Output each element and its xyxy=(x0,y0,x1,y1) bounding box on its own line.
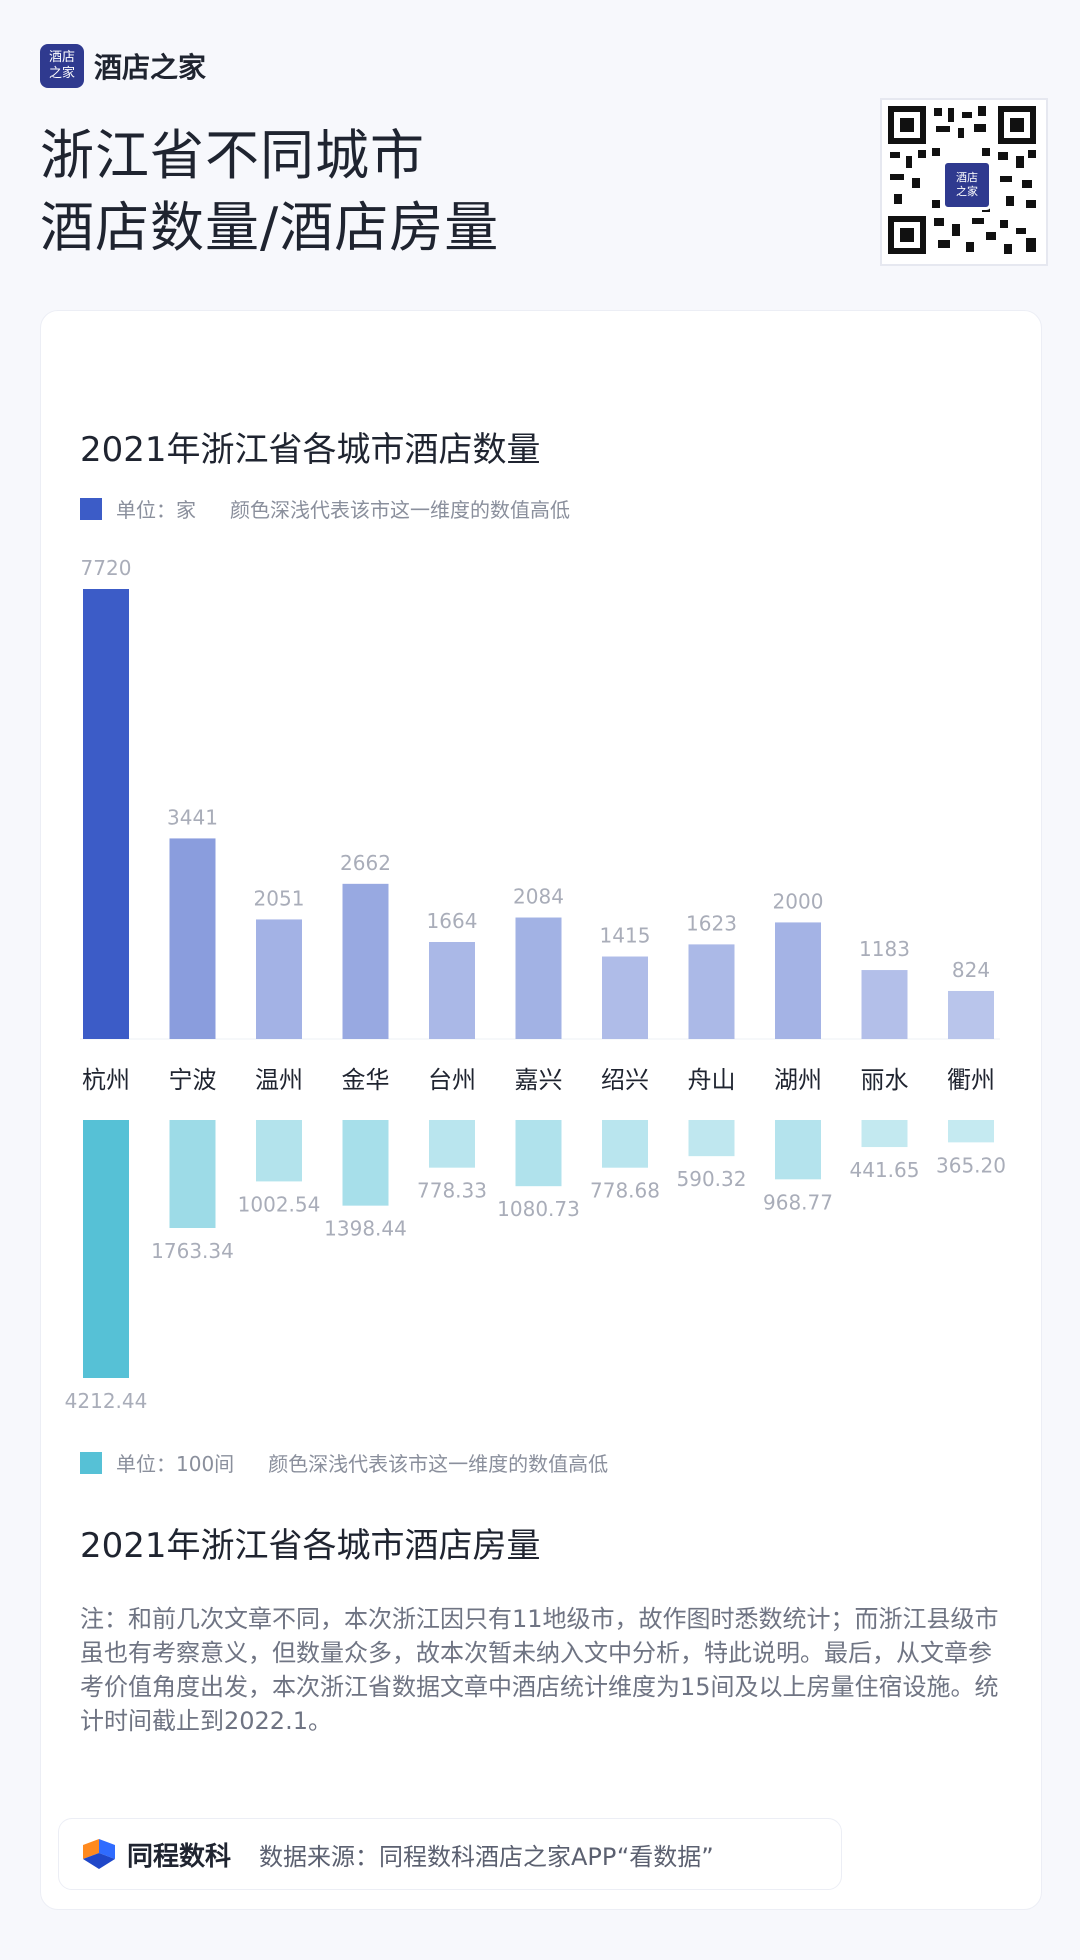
hotel-count-legend: 单位：家 颜色深浅代表该市这一维度的数值高低 xyxy=(80,494,570,523)
room-count-bar xyxy=(342,1120,389,1206)
room-count-bar xyxy=(515,1120,562,1187)
hotel-count-bar xyxy=(602,956,648,1039)
footer-brand: 同程数科 xyxy=(127,1841,232,1872)
city-label: 丽水 xyxy=(861,1066,909,1094)
room-count-value-label: 590.32 xyxy=(677,1167,747,1191)
room-count-bar xyxy=(602,1120,648,1168)
hotel-count-bar xyxy=(256,919,302,1039)
hotel-count-value-label: 3441 xyxy=(167,805,218,829)
city-label: 台州 xyxy=(428,1066,476,1094)
hotel-count-value-label: 1664 xyxy=(427,909,478,933)
hotel-count-value-label: 1623 xyxy=(686,911,737,935)
hotel-count-bar xyxy=(688,944,735,1039)
page-title-line1: 浙江省不同城市 xyxy=(40,124,425,187)
city-label: 衢州 xyxy=(947,1066,995,1094)
city-label: 绍兴 xyxy=(601,1066,649,1094)
hotel-count-bar xyxy=(169,838,216,1039)
city-label: 杭州 xyxy=(82,1066,130,1094)
data-source: 数据来源：同程数科酒店之家APP“看数据” xyxy=(259,1842,714,1871)
qr-badge-line2: 之家 xyxy=(956,185,978,198)
room-count-value-label: 968.77 xyxy=(763,1190,833,1214)
hotel-count-bar xyxy=(861,970,908,1039)
hotel-count-legend-swatch xyxy=(80,497,102,520)
room-count-value-label: 778.33 xyxy=(417,1179,487,1203)
brand-logo-text: 酒店之家 xyxy=(94,51,207,84)
room-count-chart-title: 2021年浙江省各城市酒店房量 xyxy=(80,1526,541,1566)
brand-logo-badge: 酒店 之家 xyxy=(40,44,84,88)
hotel-count-bar xyxy=(515,917,562,1039)
page-title: 浙江省不同城市 酒店数量/酒店房量 xyxy=(40,120,499,264)
room-count-legend: 单位：100间 颜色深浅代表该市这一维度的数值高低 xyxy=(80,1448,608,1477)
hotel-count-value-label: 2051 xyxy=(254,886,305,910)
city-label: 嘉兴 xyxy=(515,1066,563,1094)
hotel-count-bar xyxy=(429,942,475,1039)
hotel-count-bars: 7720 3441 2051 2662 1664 2084 1415 1623 2000 1183… xyxy=(80,556,1000,1040)
room-count-bar xyxy=(256,1120,302,1182)
city-label: 湖州 xyxy=(774,1066,822,1094)
room-count-value-label: 778.68 xyxy=(590,1179,660,1203)
room-count-value-label: 1398.44 xyxy=(324,1217,407,1241)
hotel-count-chart-title: 2021年浙江省各城市酒店数量 xyxy=(80,430,541,470)
city-label: 温州 xyxy=(255,1066,303,1094)
tongcheng-logo-icon xyxy=(83,1839,115,1869)
footnote: 注：和前几次文章不同，本次浙江因只有11地级市，故作图时悉数统计；而浙江县级市虽… xyxy=(80,1605,999,1735)
qr-pattern xyxy=(888,106,1036,254)
room-count-value-label: 441.65 xyxy=(850,1158,920,1182)
hotel-count-value-label: 2000 xyxy=(773,889,824,913)
room-count-value-label: 4212.44 xyxy=(65,1389,148,1413)
city-label: 金华 xyxy=(342,1066,390,1094)
hotel-count-bar xyxy=(948,990,994,1039)
city-label: 舟山 xyxy=(688,1066,736,1094)
room-count-bar xyxy=(861,1120,908,1148)
logo-badge-line2: 之家 xyxy=(48,66,75,81)
hotel-count-bar xyxy=(775,922,821,1039)
hotel-count-unit: 单位：家 xyxy=(116,498,196,522)
hotel-count-value-label: 1415 xyxy=(600,924,651,948)
room-count-value-label: 365.20 xyxy=(936,1153,1006,1177)
source-footer: 同程数科 数据来源：同程数科酒店之家APP“看数据” xyxy=(58,1818,842,1890)
room-count-unit: 单位：100间 xyxy=(116,1452,235,1476)
page-title-line2: 酒店数量/酒店房量 xyxy=(40,196,500,259)
hotel-count-value-label: 2084 xyxy=(513,885,564,909)
room-count-value-label: 1002.54 xyxy=(238,1192,321,1216)
hotel-count-value-label: 1183 xyxy=(859,937,910,961)
qr-code[interactable]: 酒店 之家 xyxy=(880,98,1048,266)
chart-card xyxy=(40,310,1042,1910)
room-count-value-label: 1080.73 xyxy=(497,1197,580,1221)
room-count-legend-swatch xyxy=(80,1451,102,1474)
hotel-count-value-label: 7720 xyxy=(81,556,132,580)
hotel-count-bar xyxy=(342,883,389,1039)
qr-badge-line1: 酒店 xyxy=(956,171,978,184)
room-count-bar xyxy=(83,1120,129,1378)
room-count-value-label: 1763.34 xyxy=(151,1239,234,1263)
room-count-bar xyxy=(688,1120,735,1157)
logo-badge-line1: 酒店 xyxy=(48,50,75,65)
hotel-count-value-label: 2662 xyxy=(340,851,391,875)
qr-center-logo: 酒店 之家 xyxy=(942,160,992,210)
hotel-count-value-label: 824 xyxy=(952,958,990,982)
category-labels: 杭州 宁波 温州 金华 台州 嘉兴 绍兴 舟山 湖州 丽水 衢州 xyxy=(82,1066,995,1094)
room-count-bar xyxy=(948,1120,994,1143)
footer-logo: 同程数科 xyxy=(81,1836,231,1873)
room-count-bar xyxy=(775,1120,821,1180)
room-count-legend-note: 颜色深浅代表该市这一维度的数值高低 xyxy=(268,1452,609,1476)
room-count-bar xyxy=(169,1120,216,1228)
brand-logo: 酒店 之家 酒店之家 xyxy=(40,44,206,88)
city-label: 宁波 xyxy=(169,1066,217,1094)
hotel-count-bar xyxy=(83,589,129,1039)
hotel-count-legend-note: 颜色深浅代表该市这一维度的数值高低 xyxy=(230,498,570,522)
room-count-bar xyxy=(429,1120,475,1168)
